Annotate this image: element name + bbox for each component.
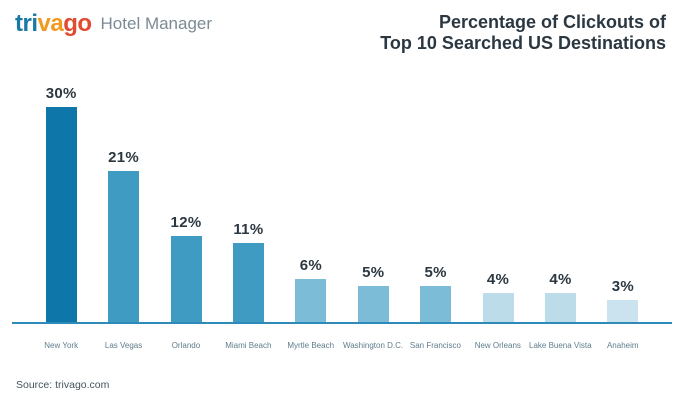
logo-part-va: va [37, 10, 64, 37]
bar-value-label: 30% [45, 85, 77, 102]
bar [482, 293, 514, 322]
x-axis-line [12, 322, 672, 324]
bar [170, 236, 202, 322]
bar [232, 243, 264, 322]
product-name: Hotel Manager [100, 14, 213, 33]
chart-title-line1: Percentage of Clickouts of [438, 12, 666, 32]
category-label: Miami Beach [225, 341, 272, 350]
bar-column: 5% [404, 0, 466, 322]
bar [108, 171, 140, 322]
category-label: Myrtle Beach [287, 341, 335, 350]
bar [420, 286, 452, 322]
bars-area: 30% 21% 12% 11% 6% 5% 5% 4% 4% 3% [30, 0, 654, 322]
bar-chart: 30% 21% 12% 11% 6% 5% 5% 4% 4% 3% New York Las Veg… [12, 0, 672, 350]
bar-column: 21% [92, 0, 154, 322]
category-label: Lake Buena Vista [529, 341, 592, 350]
category-label: Anaheim [606, 341, 639, 350]
bar-value-label: 5% [362, 264, 385, 281]
bar [607, 300, 639, 322]
bar-value-label: 4% [486, 271, 510, 288]
category-label: New York [44, 341, 79, 350]
logo-part-tri: tri [15, 10, 38, 37]
category-label: Orlando [171, 341, 201, 350]
category-label: New Orleans [474, 341, 521, 350]
bar-value-label: 4% [549, 271, 572, 288]
bar [295, 279, 327, 322]
bar-column: 6% [280, 0, 342, 322]
bar-column: 3% [592, 0, 654, 322]
trivago-logo: trivago [15, 10, 92, 38]
bar-value-label: 3% [611, 278, 634, 295]
bar [357, 286, 389, 322]
brand: trivago Hotel Manager [15, 10, 212, 38]
logo-part-go: go [63, 10, 92, 37]
bar-column: 4% [467, 0, 529, 322]
bar-value-label: 11% [233, 221, 264, 238]
chart-title-line2: Top 10 Searched US Destinations [380, 33, 666, 53]
bar-value-label: 21% [108, 149, 140, 166]
chart-title: Percentage of Clickouts of Top 10 Search… [380, 12, 666, 54]
category-label: San Francisco [409, 341, 461, 350]
bar-column: 5% [342, 0, 404, 322]
bar-column: 12% [155, 0, 217, 322]
bar [45, 107, 77, 322]
bar [544, 293, 576, 322]
bar-column: 30% [30, 0, 92, 322]
bar-column: 4% [529, 0, 591, 322]
bar-value-label: 6% [299, 257, 322, 274]
category-labels-row: New York Las Vegas Orlando Miami Beach Myrtl… [30, 341, 654, 350]
category-label: Las Vegas [104, 341, 143, 350]
bar-value-label: 12% [170, 214, 202, 231]
category-label: Washington D.C. [342, 341, 404, 350]
bar-value-label: 5% [424, 264, 447, 281]
source-note: Source: trivago.com [16, 379, 110, 391]
bar-column: 11% [217, 0, 279, 322]
